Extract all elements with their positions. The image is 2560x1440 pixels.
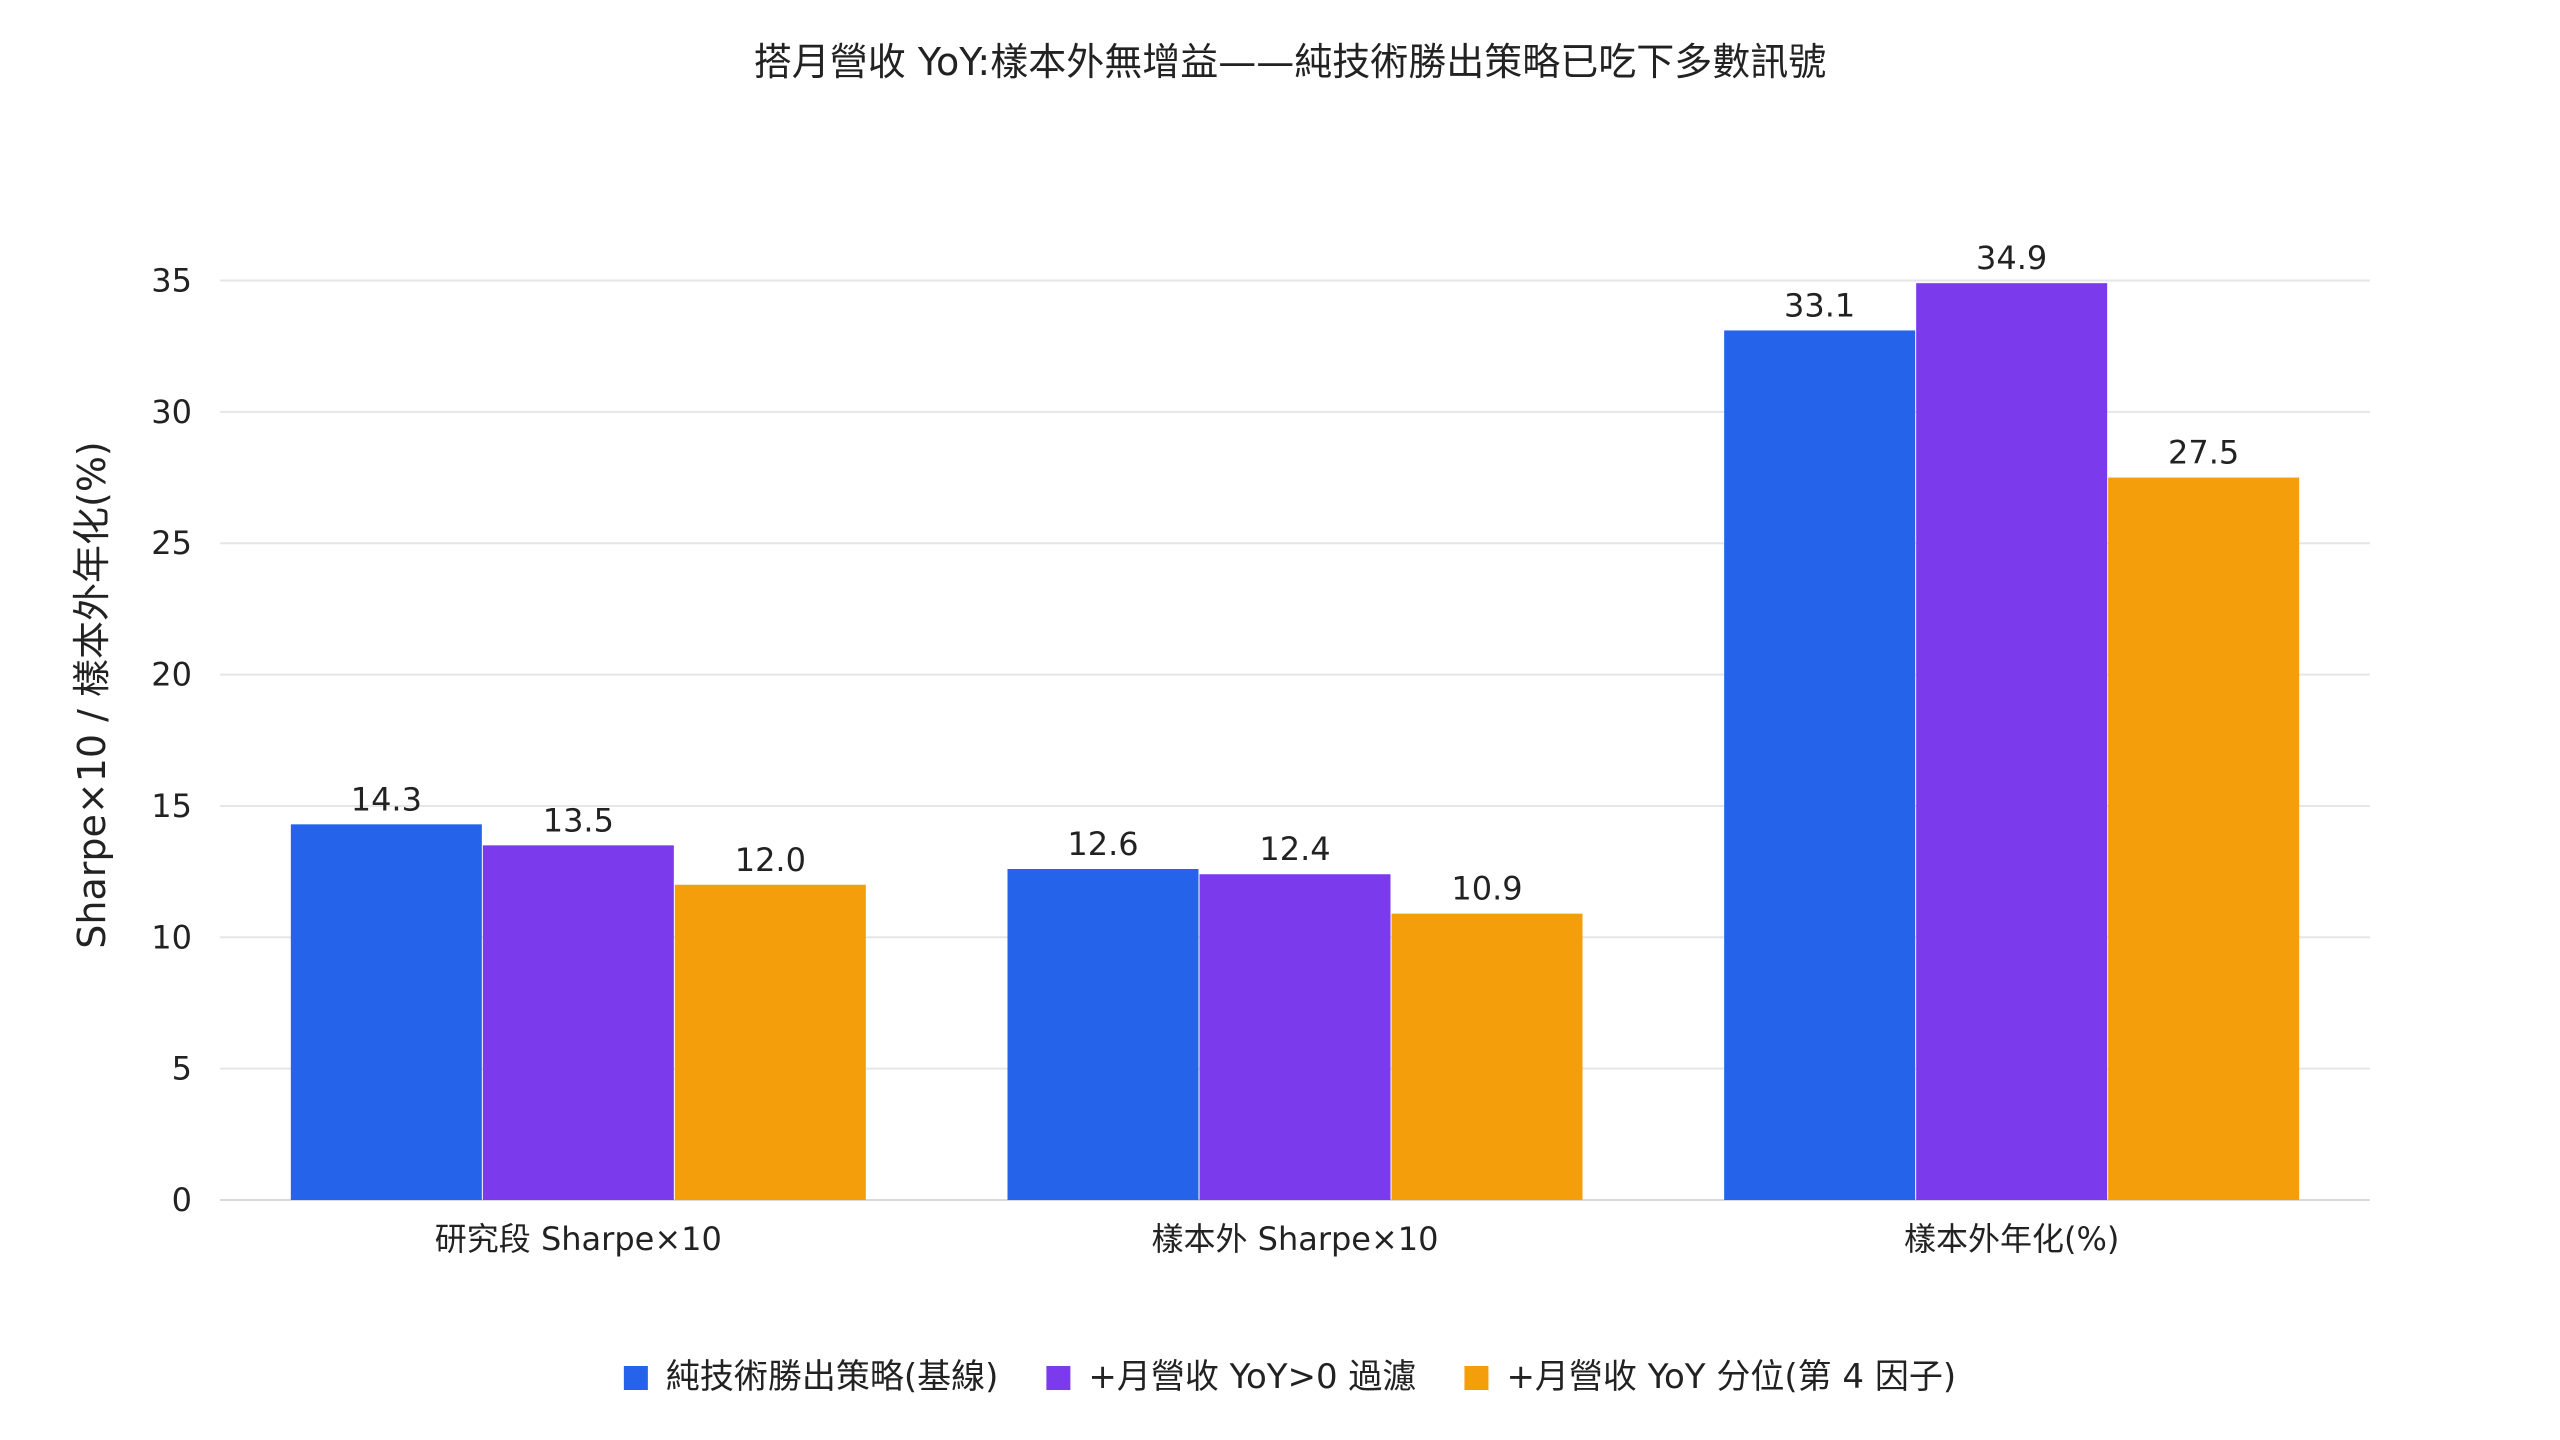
y-tick-label: 10 (151, 918, 192, 956)
legend-item[interactable]: 純技術勝出策略(基線) (623, 1357, 999, 1397)
y-tick-label: 25 (151, 524, 192, 562)
data-label: 10.9 (1451, 870, 1522, 908)
data-label: 34.9 (1976, 239, 2047, 277)
y-tick-label: 30 (151, 393, 192, 431)
y-tick-label: 5 (172, 1050, 192, 1088)
data-label: 14.3 (351, 780, 422, 818)
x-category-label: 樣本外 Sharpe×10 (1151, 1220, 1438, 1258)
legend-item[interactable]: +月營收 YoY>0 過濾 (1046, 1357, 1416, 1397)
data-label: 12.4 (1259, 830, 1330, 868)
data-label: 13.5 (543, 801, 614, 839)
bar (482, 845, 674, 1200)
legend-label: 純技術勝出策略(基線) (666, 1357, 999, 1397)
x-category-label: 研究段 Sharpe×10 (435, 1220, 722, 1258)
bar (1916, 283, 2108, 1200)
y-tick-label: 15 (151, 787, 192, 825)
bar (290, 824, 482, 1200)
legend-swatch (623, 1366, 648, 1390)
data-label: 33.1 (1784, 286, 1855, 324)
y-tick-label: 35 (151, 262, 192, 300)
data-labels: 14.3 13.5 12.0 12.6 12.4 10.9 33.1 34.9 27.5 (351, 239, 2240, 907)
legend: 純技術勝出策略(基線) +月營收 YoY>0 過濾 +月營收 YoY 分位(第 4 … (623, 1357, 1956, 1397)
legend-item[interactable]: +月營收 YoY 分位(第 4 因子) (1464, 1357, 1956, 1397)
bar (1199, 874, 1391, 1200)
bar (2108, 477, 2300, 1200)
bar (1007, 868, 1199, 1200)
x-axis-categories: 研究段 Sharpe×10 樣本外 Sharpe×10 樣本外年化(%) (435, 1220, 2120, 1258)
data-label: 12.0 (735, 841, 806, 879)
data-label: 12.6 (1067, 825, 1138, 863)
legend-label: +月營收 YoY>0 過濾 (1088, 1357, 1416, 1397)
data-label: 27.5 (2168, 434, 2239, 472)
legend-swatch (1464, 1366, 1489, 1390)
x-category-label: 樣本外年化(%) (1904, 1220, 2119, 1258)
bars (290, 283, 2300, 1200)
y-tick-label: 0 (172, 1181, 192, 1219)
y-tick-label: 20 (151, 656, 192, 694)
chart-title: 搭月營收 YoY:樣本外無增益——純技術勝出策略已吃下多數訊號 (754, 40, 1826, 84)
y-axis-ticks: 0 5 10 15 20 25 30 35 (151, 262, 192, 1219)
bar (1391, 913, 1583, 1200)
bar (674, 884, 866, 1200)
legend-swatch (1046, 1366, 1071, 1390)
bar (1724, 330, 1916, 1200)
legend-label: +月營收 YoY 分位(第 4 因子) (1506, 1357, 1956, 1397)
y-axis-label: Sharpe×10 / 樣本外年化(%) (70, 441, 114, 949)
